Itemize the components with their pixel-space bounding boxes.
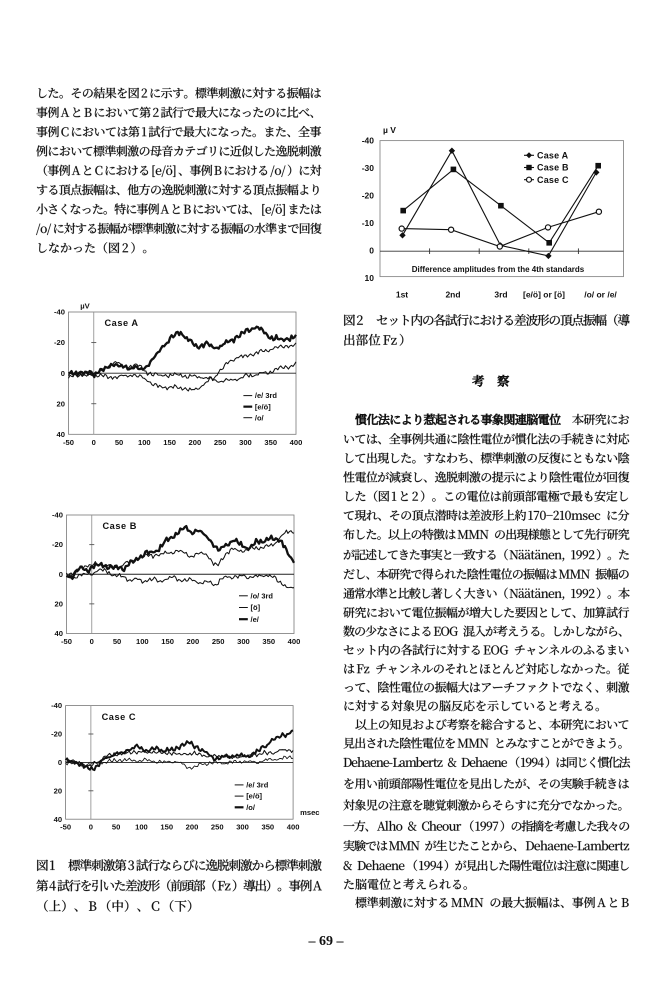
svg-text:-40: -40 (52, 511, 63, 520)
svg-text:-40: -40 (362, 135, 375, 145)
svg-text:[e/ö]: [e/ö] (255, 402, 271, 411)
svg-text:0: 0 (92, 438, 96, 447)
svg-text:-40: -40 (54, 308, 65, 317)
svg-text:40: 40 (54, 815, 62, 824)
svg-text:0: 0 (369, 245, 374, 255)
svg-text:40: 40 (57, 430, 65, 439)
svg-text:/e/ 3rd: /e/ 3rd (255, 391, 278, 400)
svg-text:/o/: /o/ (246, 803, 256, 812)
svg-text:150: 150 (161, 637, 174, 646)
svg-text:400: 400 (288, 637, 301, 646)
svg-text:-30: -30 (362, 163, 375, 173)
svg-text:250: 250 (211, 823, 224, 832)
svg-text:100: 100 (135, 823, 148, 832)
svg-text:0: 0 (61, 369, 65, 378)
svg-text:[e/ö] or [ö]: [e/ö] or [ö] (523, 290, 565, 300)
svg-text:200: 200 (186, 823, 199, 832)
svg-text:-10: -10 (362, 218, 375, 228)
svg-text:Difference amplitudes from the: Difference amplitudes from the 4th stand… (412, 265, 585, 274)
svg-text:50: 50 (113, 637, 121, 646)
svg-text:Case B: Case B (103, 521, 137, 531)
svg-text:2nd: 2nd (445, 290, 460, 300)
svg-text:10: 10 (365, 273, 375, 283)
svg-text:300: 300 (237, 637, 250, 646)
svg-text:-20: -20 (52, 540, 63, 549)
svg-text:200: 200 (189, 438, 202, 447)
svg-text:20: 20 (57, 399, 65, 408)
svg-text:/o/ or /e/: /o/ or /e/ (584, 290, 617, 300)
svg-text:/e/: /e/ (251, 615, 260, 624)
svg-text:msec: msec (300, 808, 319, 817)
svg-text:20: 20 (54, 786, 62, 795)
svg-text:150: 150 (160, 823, 173, 832)
svg-text:– 69 –: – 69 – (308, 934, 345, 949)
svg-text:400: 400 (290, 438, 303, 447)
svg-text:/e/ 3rd: /e/ 3rd (246, 781, 269, 790)
svg-text:250: 250 (212, 637, 225, 646)
svg-text:350: 350 (261, 823, 274, 832)
svg-text:400: 400 (287, 823, 300, 832)
svg-text:Case C: Case C (102, 712, 136, 722)
svg-text:[e/ö]: [e/ö] (246, 792, 262, 801)
svg-text:-40: -40 (51, 701, 62, 710)
svg-text:-20: -20 (51, 730, 62, 739)
svg-text:0: 0 (58, 758, 62, 767)
svg-text:250: 250 (214, 438, 227, 447)
svg-text:100: 100 (138, 438, 151, 447)
svg-text:0: 0 (89, 823, 93, 832)
svg-text:100: 100 (136, 637, 149, 646)
svg-text:[ö]: [ö] (251, 603, 261, 612)
svg-text:-20: -20 (54, 338, 65, 347)
svg-text:Case A: Case A (537, 151, 569, 161)
svg-text:350: 350 (264, 438, 277, 447)
svg-text:-50: -50 (63, 438, 74, 447)
svg-text:300: 300 (236, 823, 249, 832)
svg-text:Case C: Case C (537, 175, 569, 185)
svg-text:Case A: Case A (105, 318, 139, 328)
svg-text:40: 40 (55, 629, 63, 638)
svg-text:Case B: Case B (537, 163, 569, 173)
svg-text:0: 0 (59, 570, 63, 579)
svg-text:1st: 1st (396, 290, 408, 300)
svg-text:200: 200 (187, 637, 200, 646)
svg-text:µV: µV (80, 302, 90, 311)
svg-text:-50: -50 (60, 823, 71, 832)
svg-text:20: 20 (55, 599, 63, 608)
svg-text:-50: -50 (61, 637, 72, 646)
svg-text:50: 50 (112, 823, 120, 832)
svg-text:-20: -20 (362, 190, 375, 200)
svg-text:50: 50 (115, 438, 123, 447)
svg-text:300: 300 (239, 438, 252, 447)
svg-text:/o/: /o/ (255, 413, 265, 422)
svg-text:µ V: µ V (383, 125, 396, 135)
svg-text:150: 150 (163, 438, 176, 447)
svg-text:0: 0 (90, 637, 94, 646)
svg-text:/o/ 3rd: /o/ 3rd (251, 591, 274, 600)
svg-text:3rd: 3rd (494, 290, 507, 300)
svg-text:350: 350 (262, 637, 275, 646)
